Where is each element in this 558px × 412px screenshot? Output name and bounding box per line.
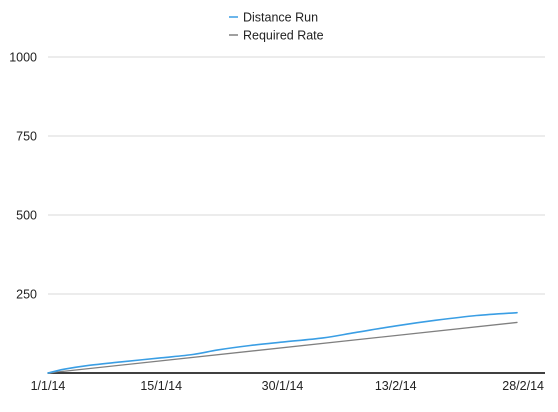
legend: Distance Run Required Rate: [229, 11, 324, 43]
x-tick-label: 15/1/14: [140, 379, 182, 393]
y-tick-label: 500: [16, 209, 37, 223]
x-tick-label: 1/1/14: [31, 379, 66, 393]
gridlines: [48, 56, 545, 295]
series-line-distance-run: [47, 311, 518, 374]
series-line-required-rate: [47, 321, 518, 374]
x-tick-label: 30/1/14: [262, 379, 304, 393]
legend-label: Required Rate: [243, 29, 324, 43]
x-tick-label: 13/2/14: [375, 379, 417, 393]
y-tick-label: 250: [16, 288, 37, 302]
x-tick-label: 28/2/14: [502, 379, 544, 393]
series-lines: [47, 311, 518, 374]
x-axis-tick-labels: 1/1/14 15/1/14 30/1/14 13/2/14 28/2/14: [31, 379, 544, 393]
y-tick-label: 750: [16, 130, 37, 144]
legend-label: Distance Run: [243, 11, 318, 25]
y-tick-label: 1000: [9, 51, 37, 65]
y-axis-tick-labels: 250 500 750 1000: [9, 51, 37, 302]
